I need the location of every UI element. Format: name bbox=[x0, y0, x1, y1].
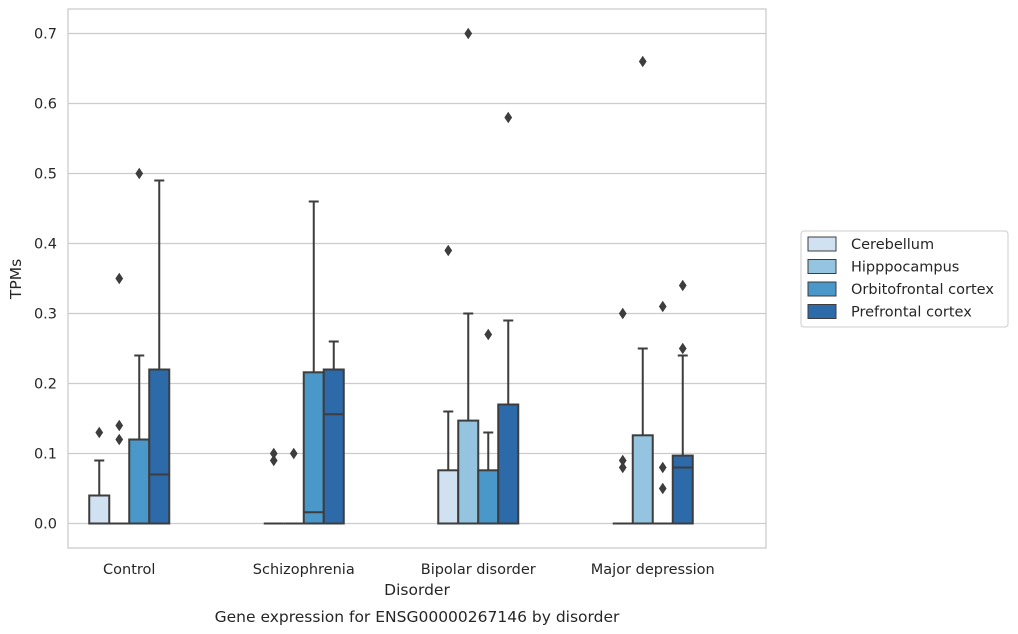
box-body bbox=[631, 434, 654, 525]
legend-label: Prefrontal cortex bbox=[851, 305, 972, 321]
outlier-point bbox=[464, 27, 473, 40]
outlier-point bbox=[269, 454, 278, 467]
box-2-2 bbox=[477, 328, 500, 525]
box-body bbox=[322, 368, 345, 525]
outlier-point bbox=[618, 307, 627, 320]
y-axis-label: TPMs bbox=[7, 259, 25, 300]
outlier-point bbox=[289, 447, 298, 460]
boxes-layer bbox=[88, 27, 694, 525]
y-tick-label: 0.0 bbox=[34, 517, 57, 533]
legend-label: Cerebellum bbox=[851, 237, 934, 253]
outlier-point bbox=[484, 328, 493, 341]
y-tick-label: 0.3 bbox=[34, 307, 57, 323]
outlier-point bbox=[618, 454, 627, 467]
box-body bbox=[128, 438, 151, 525]
y-tick-label: 0.4 bbox=[34, 237, 57, 253]
legend-swatch bbox=[807, 304, 837, 319]
outlier-point bbox=[658, 482, 667, 495]
y-tick-label: 0.6 bbox=[34, 97, 57, 113]
box-0-2 bbox=[437, 244, 460, 525]
box-1-3 bbox=[631, 55, 654, 525]
y-axis-ticks: 0.0 0.1 0.2 0.3 0.4 0.5 0.6 0.7 bbox=[34, 27, 57, 533]
x-axis-label: Disorder bbox=[384, 581, 450, 599]
x-tick-label: Bipolar disorder bbox=[421, 562, 536, 578]
box-0-1 bbox=[263, 447, 284, 525]
y-tick-label: 0.1 bbox=[34, 447, 57, 463]
outlier-point bbox=[135, 167, 144, 180]
box-0-0 bbox=[88, 426, 111, 525]
grid-lines bbox=[68, 32, 766, 525]
box-body bbox=[457, 419, 480, 525]
legend-label: Hipppocampus bbox=[851, 260, 959, 276]
box-1-0 bbox=[109, 272, 130, 525]
x-tick-label: Control bbox=[103, 562, 155, 578]
box-body bbox=[302, 371, 325, 525]
outlier-point bbox=[444, 244, 453, 257]
box-1-2 bbox=[457, 27, 480, 525]
box-3-1 bbox=[322, 340, 345, 525]
x-tick-label: Schizophrenia bbox=[253, 562, 355, 578]
box-2-0 bbox=[128, 167, 151, 525]
box-body bbox=[88, 494, 111, 525]
x-axis-ticks: Control Schizophrenia Bipolar disorder Majo… bbox=[103, 562, 715, 578]
outlier-point bbox=[638, 55, 647, 68]
box-3-3 bbox=[671, 279, 694, 525]
y-tick-label: 0.2 bbox=[34, 377, 57, 393]
x-tick-label: Major depression bbox=[591, 562, 715, 578]
outlier-point bbox=[115, 419, 124, 432]
outlier-point bbox=[95, 426, 104, 439]
outlier-point bbox=[658, 461, 667, 474]
box-1-1 bbox=[283, 447, 304, 525]
legend-swatch bbox=[807, 259, 837, 274]
box-body bbox=[671, 454, 694, 525]
y-tick-label: 0.7 bbox=[34, 27, 57, 43]
outlier-point bbox=[269, 447, 278, 460]
y-tick-label: 0.5 bbox=[34, 167, 57, 183]
legend-frame bbox=[800, 230, 1009, 328]
chart-caption: Gene expression for ENSG00000267146 by d… bbox=[215, 608, 620, 626]
outlier-point bbox=[618, 461, 627, 474]
box-3-0 bbox=[148, 179, 171, 525]
outlier-point bbox=[678, 279, 687, 292]
box-2-1 bbox=[302, 200, 325, 525]
box-2-3 bbox=[652, 300, 673, 525]
plot-frame bbox=[67, 8, 767, 549]
box-body bbox=[437, 469, 460, 525]
box-body bbox=[497, 403, 520, 525]
box-body bbox=[477, 469, 500, 525]
legend-swatch bbox=[807, 236, 837, 252]
outlier-point bbox=[678, 342, 687, 355]
outlier-point bbox=[504, 111, 513, 124]
outlier-point bbox=[658, 300, 667, 313]
legend-label: Orbitofrontal cortex bbox=[851, 282, 994, 298]
legend-swatch bbox=[807, 281, 837, 297]
box-3-2 bbox=[497, 111, 520, 525]
box-0-3 bbox=[612, 307, 633, 525]
box-body bbox=[148, 368, 171, 525]
outlier-point bbox=[115, 433, 124, 446]
outlier-point bbox=[115, 272, 124, 285]
legend: Cerebellum Hipppocampus Orbitofrontal cort… bbox=[800, 230, 1009, 328]
